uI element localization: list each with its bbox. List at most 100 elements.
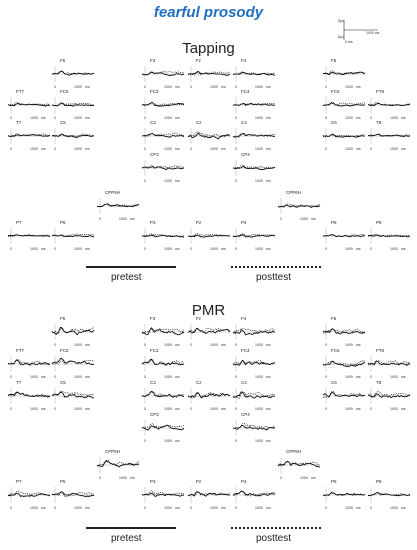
tick-end: 1000 <box>255 439 263 443</box>
tick-end: 1000 <box>74 116 82 120</box>
tick-end: 1000 <box>300 476 308 480</box>
channel-label: CPP5H <box>105 449 121 454</box>
tick-end: 1000 <box>390 247 398 251</box>
erp-waveform <box>51 487 95 503</box>
posttest-trace <box>97 203 140 208</box>
erp-waveform <box>187 388 231 404</box>
pretest-trace <box>187 234 231 238</box>
erp-panel-fc6: FC6 0 1000 ms <box>322 89 366 121</box>
tick-zero: 0 <box>235 116 237 120</box>
tick-end: 1000 <box>210 407 218 411</box>
erp-panel-cz: Cz 0 1000 ms <box>187 120 231 152</box>
erp-panel-fz: Fz 0 1000 ms <box>187 316 231 348</box>
posttest-trace <box>277 203 321 208</box>
erp-panel-p4: P4 0 1000 ms <box>232 220 276 252</box>
tick-end: 1000 <box>164 439 172 443</box>
tick-zero: 0 <box>54 375 56 379</box>
tick-unit: ms <box>41 247 46 251</box>
erp-waveform <box>7 356 51 372</box>
tick-end: 1000 <box>74 85 82 89</box>
tick-zero: 0 <box>54 343 56 347</box>
tick-end: 1000 <box>74 343 82 347</box>
tick-zero: 0 <box>99 217 101 221</box>
pretest-trace <box>51 70 95 76</box>
posttest-trace <box>187 71 231 76</box>
tick-end: 1000 <box>164 116 172 120</box>
tick-zero: 0 <box>190 343 192 347</box>
channel-label: C5 <box>60 380 66 385</box>
tick-unit: ms <box>85 407 90 411</box>
posttest-trace <box>141 390 185 398</box>
tick-unit: ms <box>356 343 361 347</box>
tick-zero: 0 <box>190 407 192 411</box>
pretest-trace <box>232 103 276 106</box>
tick-end: 1000 <box>164 85 172 89</box>
erp-waveform <box>187 228 231 244</box>
tick-end: 1000 <box>390 116 398 120</box>
channel-label: FC4 <box>241 89 250 94</box>
tick-zero: 0 <box>370 506 372 510</box>
tick-zero: 0 <box>54 407 56 411</box>
tick-zero: 0 <box>54 147 56 151</box>
posttest-trace <box>51 327 95 334</box>
tick-unit: ms <box>266 116 271 120</box>
tick-unit: ms <box>175 147 180 151</box>
tick-end: 1000 <box>164 506 172 510</box>
posttest-trace <box>232 233 276 238</box>
erp-panel-c5: C5 0 1000 ms <box>51 120 95 152</box>
tick-zero: 0 <box>235 179 237 183</box>
tick-zero: 0 <box>144 147 146 151</box>
channel-label: P8 <box>376 220 382 225</box>
scale-time-end: 1000 ms <box>366 31 380 35</box>
tick-unit: ms <box>401 407 406 411</box>
tick-end: 1000 <box>390 506 398 510</box>
tick-unit: ms <box>175 179 180 183</box>
erp-waveform <box>367 388 411 404</box>
erp-panel-c5: C5 0 1000 ms <box>51 380 95 412</box>
erp-panel-p8: P8 0 1000 ms <box>367 220 411 252</box>
erp-panel-cpp5h: CPP5H 0 1000 ms <box>96 190 140 222</box>
tick-zero: 0 <box>10 116 12 120</box>
erp-panel-t8: T8 0 1000 ms <box>367 380 411 412</box>
erp-panel-c6: C6 0 1000 ms <box>322 120 366 152</box>
posttest-trace <box>187 233 231 237</box>
erp-waveform <box>187 324 231 340</box>
tick-end: 1000 <box>210 343 218 347</box>
pretest-trace <box>142 424 185 431</box>
tick-end: 1000 <box>345 116 353 120</box>
tick-end: 1000 <box>255 506 263 510</box>
erp-waveform <box>232 388 276 404</box>
posttest-trace <box>232 391 276 400</box>
tick-end: 1000 <box>390 147 398 151</box>
tick-zero: 0 <box>325 147 327 151</box>
channel-label: Cz <box>196 120 202 125</box>
pretest-trace <box>277 460 321 468</box>
erp-panel-p7: P7 0 1000 ms <box>7 479 51 511</box>
erp-panel-pz: Pz 0 1000 ms <box>187 479 231 511</box>
tick-end: 1000 <box>30 407 38 411</box>
pretest-trace <box>7 391 51 398</box>
erp-waveform <box>51 66 95 82</box>
channel-label: C4 <box>241 380 247 385</box>
tick-end: 1000 <box>345 407 353 411</box>
channel-label: T7 <box>16 380 22 385</box>
tick-unit: ms <box>41 375 46 379</box>
channel-label: FC6 <box>331 89 340 94</box>
tick-end: 1000 <box>255 375 263 379</box>
pretest-trace <box>141 102 185 107</box>
posttest-trace <box>322 491 366 497</box>
posttest-trace <box>141 233 185 237</box>
erp-panel-cp3: CP3 0 1000 ms <box>141 412 185 444</box>
tick-zero: 0 <box>235 506 237 510</box>
tick-end: 1000 <box>390 375 398 379</box>
tick-end: 1000 <box>164 179 172 183</box>
erp-waveform <box>141 228 185 244</box>
pretest-trace <box>187 392 231 399</box>
erp-waveform <box>187 487 231 503</box>
posttest-trace <box>232 164 276 169</box>
tick-zero: 0 <box>325 343 327 347</box>
tick-zero: 0 <box>144 85 146 89</box>
erp-panel-cp3: CP3 0 1000 ms <box>141 152 185 184</box>
tick-end: 1000 <box>345 343 353 347</box>
pretest-trace <box>367 492 411 497</box>
